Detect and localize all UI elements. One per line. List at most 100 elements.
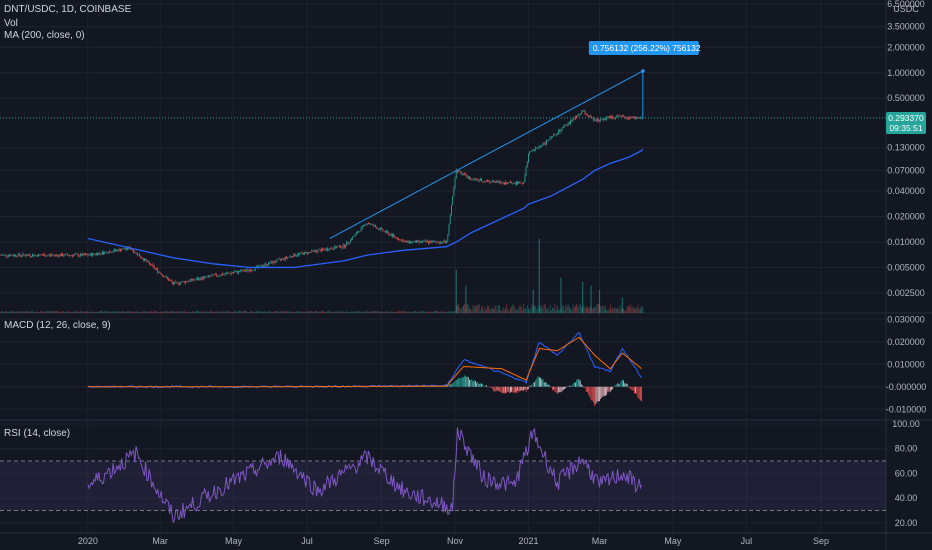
candle-body <box>418 240 420 243</box>
candle-body <box>144 258 145 261</box>
candle-body <box>42 254 44 256</box>
macd-histogram-bar <box>589 386 591 398</box>
volume-bar <box>89 311 91 313</box>
macd-histogram-bar <box>565 386 567 389</box>
rsi-axis[interactable]: 100.00 80.00 60.00 40.00 20.00 <box>892 419 920 528</box>
candle-body <box>311 250 313 253</box>
candle-body <box>115 249 116 251</box>
volume-bar <box>541 305 543 313</box>
volume-legend[interactable]: Vol <box>4 18 18 29</box>
macd-histogram-bar <box>542 378 544 387</box>
candle-body <box>306 252 308 254</box>
candle-body <box>629 117 630 119</box>
volume-bar <box>166 311 168 313</box>
candle-body <box>241 270 243 272</box>
candle-body <box>26 255 27 257</box>
volume-bar <box>219 311 221 313</box>
candle-body <box>32 254 33 257</box>
rsi-tick-label: 20.00 <box>895 518 918 528</box>
candle-body <box>400 239 402 240</box>
candle-body <box>508 182 510 183</box>
volume-bar <box>617 307 618 313</box>
macd-histogram-bar <box>608 386 610 393</box>
volume-bar <box>110 311 112 313</box>
candle-body <box>217 275 219 277</box>
candle-body <box>399 239 401 240</box>
candle-body <box>640 117 641 119</box>
time-tick-label: Jul <box>741 536 753 546</box>
grid-lines <box>0 0 886 533</box>
candle-body <box>86 254 88 255</box>
volume-bar <box>329 311 331 313</box>
volume-bar <box>251 310 252 313</box>
macd-histogram-bar <box>576 379 578 387</box>
volume-bar <box>334 311 336 313</box>
candle-body <box>59 254 61 256</box>
macd-histogram-bar <box>621 379 623 387</box>
volume-bar <box>53 311 55 313</box>
volume-bar <box>28 311 30 313</box>
candle-body <box>383 230 385 232</box>
candle-body <box>52 254 54 256</box>
candle-body <box>266 265 268 266</box>
candle-body <box>520 183 522 184</box>
volume-bar <box>353 311 355 313</box>
volume-bar <box>3 311 5 313</box>
volume-bar <box>514 308 516 313</box>
volume-bar <box>466 303 468 313</box>
measure-annotation[interactable]: 0.756132 (256.22%) 756132 <box>588 40 701 55</box>
volume-bar <box>389 311 391 313</box>
candle-body <box>599 120 600 122</box>
volume-bar <box>601 306 603 313</box>
candle-body <box>529 152 531 154</box>
volume-bar <box>482 305 484 313</box>
volume-bar <box>490 309 492 313</box>
candle-body <box>561 128 563 130</box>
candle-body <box>500 181 502 184</box>
volume-bar <box>136 310 138 313</box>
volume-bar <box>56 311 57 313</box>
volume-bar <box>60 311 62 313</box>
volume-bar <box>378 311 380 313</box>
time-axis[interactable]: 2020 Mar May Jul Sep Nov 2021 Mar May Jul Sep <box>78 536 829 546</box>
candle-body <box>5 254 7 257</box>
candle-body <box>483 181 485 183</box>
volume-bar <box>141 311 143 313</box>
volume-bar <box>57 310 59 313</box>
candle-body <box>540 145 541 147</box>
volume-bar <box>470 309 472 313</box>
volume-bar <box>481 307 482 313</box>
volume-bar <box>289 312 291 313</box>
volume-bar <box>451 311 452 313</box>
volume-bar <box>224 312 226 313</box>
candle-body <box>44 254 45 257</box>
volume-bar <box>58 311 60 313</box>
rsi-legend[interactable]: RSI (14, close) <box>4 428 71 439</box>
macd-tick-label: 0.020000 <box>887 337 925 347</box>
volume-bar <box>519 305 521 313</box>
last-price-value: 0.293370 <box>888 113 924 123</box>
candle-body <box>470 179 472 180</box>
volume-bar <box>0 310 2 313</box>
candle-body <box>302 252 304 255</box>
macd-histogram-bar <box>570 385 572 387</box>
candle-body <box>65 253 67 255</box>
candle-body <box>212 274 214 276</box>
price-axis[interactable]: 6.500000 3.500000 2.000000 1.000000 0.500000… <box>887 0 925 298</box>
trend-line[interactable] <box>329 69 645 239</box>
volume-bar <box>593 308 594 313</box>
candle-body <box>475 178 476 180</box>
volume-bar <box>417 311 419 313</box>
ma-legend[interactable]: MA (200, close, 0) <box>4 30 85 41</box>
symbol-legend[interactable]: DNT/USDC, 1D, COINBASE <box>4 4 132 15</box>
volume-bar <box>416 312 417 313</box>
candle-body <box>595 119 597 122</box>
macd-axis[interactable]: 0.030000 0.020000 0.010000 -0.000000 -0.0100… <box>886 314 927 414</box>
candle-body <box>337 246 339 247</box>
volume-bar <box>502 307 504 313</box>
volume-bar <box>513 305 515 313</box>
macd-legend[interactable]: MACD (12, 26, close, 9) <box>4 320 111 331</box>
volume-bar <box>337 310 339 313</box>
volume-bar <box>375 311 376 313</box>
